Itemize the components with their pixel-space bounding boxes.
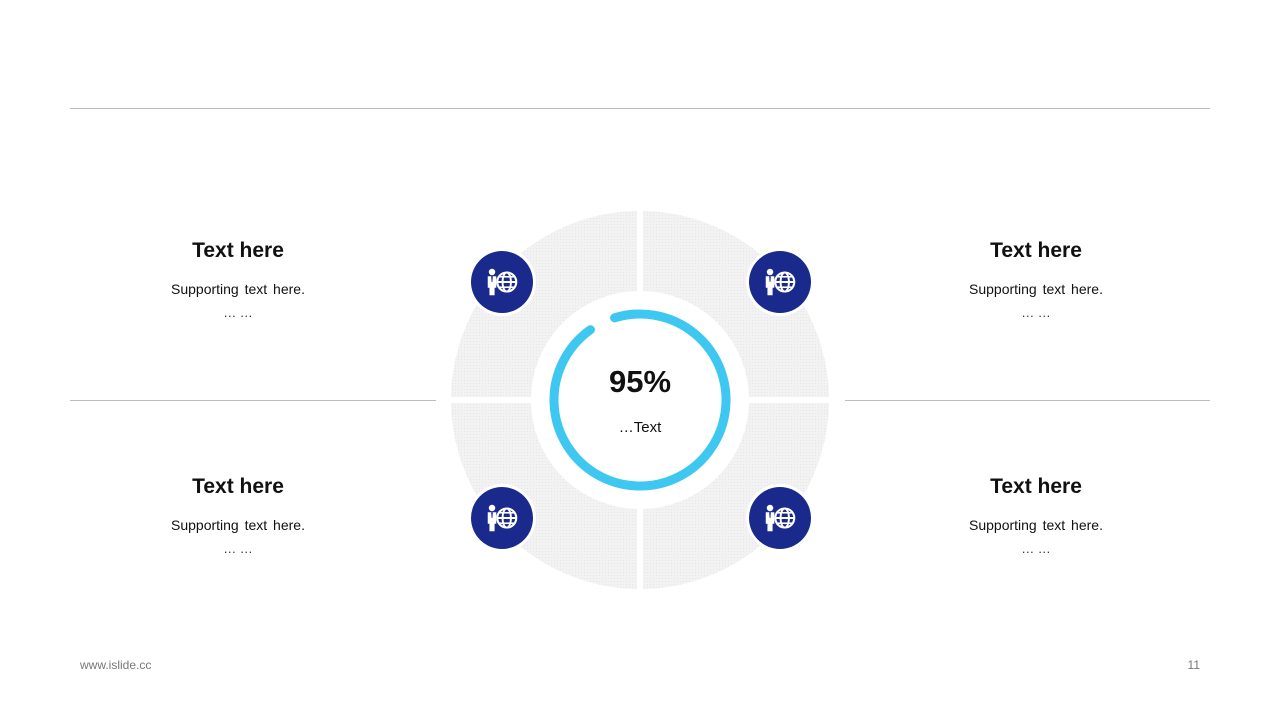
text-block-bottom-left: Text here Supporting text here. … … [88, 474, 388, 558]
icon-badge-bottom-left [468, 484, 536, 552]
footer-website: www.islide.cc [80, 658, 152, 672]
progress-ring-arc [549, 309, 731, 491]
top-divider [70, 108, 1210, 109]
right-mid-divider [845, 400, 1210, 401]
left-mid-divider [70, 400, 436, 401]
icon-badge-top-right [746, 248, 814, 316]
center-disc [534, 294, 746, 506]
ring-sector-top-left [451, 211, 637, 397]
block-ellipsis: … … [223, 541, 253, 556]
block-title: Text here [192, 239, 284, 262]
icon-badge-top-left [468, 248, 536, 316]
block-title: Text here [990, 475, 1082, 498]
ring-sector-bottom-right [643, 403, 829, 589]
block-ellipsis: … … [1021, 305, 1051, 320]
block-ellipsis: … … [1021, 541, 1051, 556]
text-block-top-right: Text here Supporting text here. … … [886, 238, 1186, 322]
block-supporting-text: Supporting text here. [171, 517, 305, 533]
block-title: Text here [192, 475, 284, 498]
block-supporting-text: Supporting text here. [969, 281, 1103, 297]
quadrant-ring-diagram [451, 211, 829, 589]
ring-sector-bottom-left [451, 403, 637, 589]
center-label: …Text [618, 419, 662, 436]
block-supporting-text: Supporting text here. [171, 281, 305, 297]
page-number: 11 [1187, 658, 1200, 672]
block-title: Text here [990, 239, 1082, 262]
block-ellipsis: … … [223, 305, 253, 320]
icon-badge-bottom-right [746, 484, 814, 552]
ring-sector-top-right [643, 211, 829, 397]
text-block-top-left: Text here Supporting text here. … … [88, 238, 388, 322]
center-percentage: 95% [608, 364, 672, 399]
block-supporting-text: Supporting text here. [969, 517, 1103, 533]
text-block-bottom-right: Text here Supporting text here. … … [886, 474, 1186, 558]
